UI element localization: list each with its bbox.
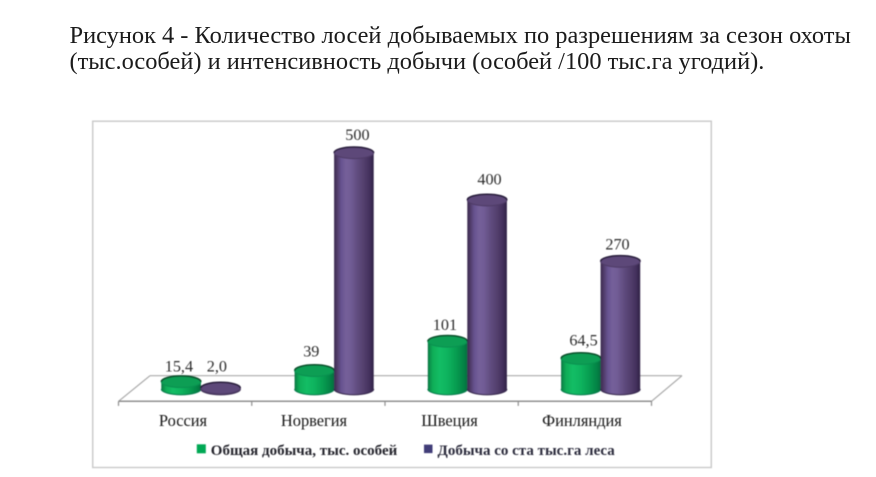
svg-text:400: 400 — [477, 171, 501, 189]
svg-text:Норвегия: Норвегия — [281, 411, 348, 430]
svg-text:15,4: 15,4 — [165, 358, 193, 376]
svg-text:Россия: Россия — [159, 411, 208, 430]
svg-text:64,5: 64,5 — [569, 332, 597, 350]
svg-text:39: 39 — [303, 342, 319, 360]
svg-text:Финляндия: Финляндия — [542, 411, 622, 430]
svg-text:Общая добыча, тыс. особей: Общая добыча, тыс. особей — [211, 443, 398, 459]
svg-text:500: 500 — [345, 126, 369, 144]
svg-text:101: 101 — [433, 316, 457, 334]
svg-text:Швеция: Швеция — [421, 411, 478, 430]
svg-text:2,0: 2,0 — [207, 358, 227, 376]
svg-text:Добыча со ста тыс.га леса: Добыча со ста тыс.га леса — [438, 443, 616, 459]
svg-text:270: 270 — [605, 236, 629, 254]
